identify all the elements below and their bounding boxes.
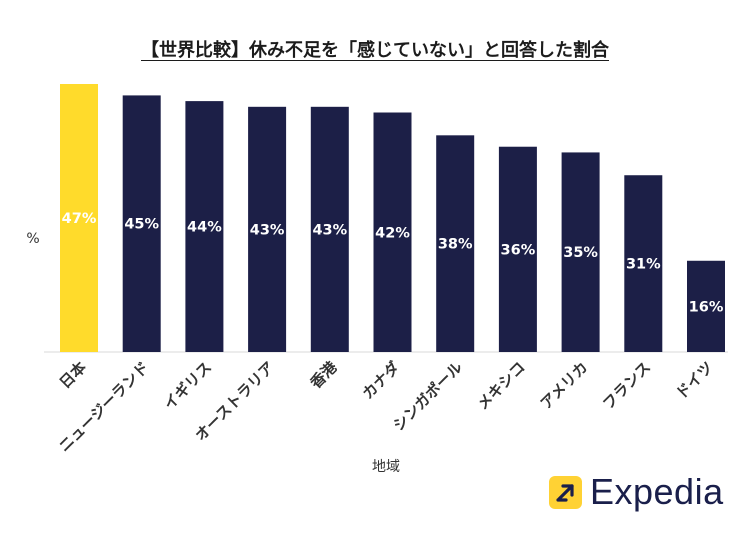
x-tick-label: イギリス xyxy=(160,358,215,413)
chart-title: 【世界比較】休み不足を「感じていない」と回答した割合 xyxy=(141,40,609,61)
expedia-logo: Expedia xyxy=(549,471,724,512)
bar xyxy=(624,175,663,352)
x-tick-label: フランス xyxy=(599,358,654,413)
x-tick-label: 日本 xyxy=(56,358,90,392)
arrow-up-right-icon xyxy=(555,484,574,502)
data-label: 16% xyxy=(689,299,724,315)
bar xyxy=(373,112,412,352)
expedia-wordmark: Expedia xyxy=(590,471,724,512)
data-label: 43% xyxy=(250,222,285,238)
bar xyxy=(185,101,224,352)
x-tick-label: カナダ xyxy=(359,358,404,403)
data-label: 36% xyxy=(501,242,536,258)
bar xyxy=(687,260,725,352)
x-tick-label: アメリカ xyxy=(537,358,592,413)
bar xyxy=(436,135,475,352)
data-label: 43% xyxy=(312,222,347,238)
bar xyxy=(248,106,287,353)
bar xyxy=(561,152,600,352)
data-label: 44% xyxy=(187,220,222,236)
y-axis-label: % xyxy=(26,231,39,247)
x-tick-label: メキシコ xyxy=(474,358,529,413)
data-label: 45% xyxy=(124,217,159,233)
data-label: 47% xyxy=(62,211,97,227)
bar xyxy=(498,146,537,352)
bar xyxy=(60,84,98,352)
x-axis-label: 地域 xyxy=(372,459,400,475)
data-label: 31% xyxy=(626,257,661,273)
expedia-badge-icon xyxy=(549,475,582,509)
x-tick-label: ドイツ xyxy=(672,358,717,403)
bar xyxy=(122,95,161,352)
data-label: 35% xyxy=(563,245,598,261)
data-label: 42% xyxy=(375,225,410,241)
x-tick-label: 香港 xyxy=(307,357,342,392)
bar xyxy=(310,106,349,353)
data-label: 38% xyxy=(438,237,473,253)
